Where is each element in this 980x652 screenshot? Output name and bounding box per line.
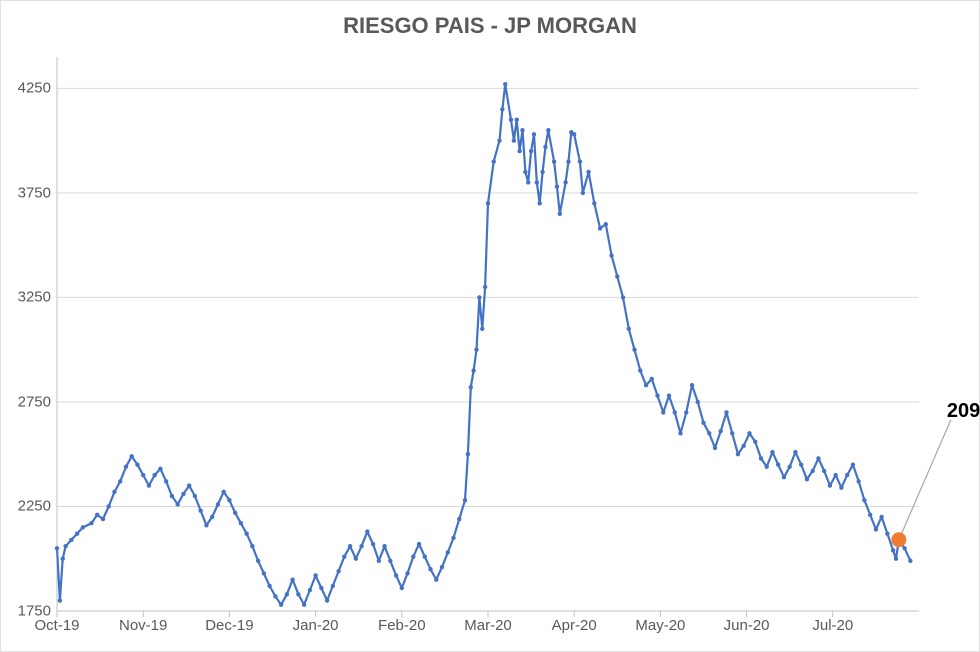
chart-container: RIESGO PAIS - JP MORGAN 1750225027503250… [0,0,980,652]
callout-marker [891,532,906,547]
y-tick-label: 4250 [18,80,57,97]
y-tick-label: 3250 [18,289,57,306]
x-tick-label: May-20 [635,617,685,634]
callout-label: 2091 [947,400,980,423]
x-tick-label: Nov-19 [119,617,167,634]
x-tick-label: Feb-20 [378,617,426,634]
y-tick-label: 3750 [18,184,57,201]
x-tick-label: Apr-20 [552,617,597,634]
x-tick-label: Jan-20 [293,617,339,634]
plot-area: 175022502750325037504250Oct-19Nov-19Dec-… [57,57,919,611]
x-tick-label: Dec-19 [205,617,253,634]
y-tick-label: 2750 [18,393,57,410]
chart-title: RIESGO PAIS - JP MORGAN [1,13,979,39]
chart-svg [57,57,919,611]
x-tick-label: Jul-20 [812,617,853,634]
x-tick-label: Mar-20 [464,617,512,634]
x-tick-label: Jun-20 [724,617,770,634]
x-tick-label: Oct-19 [34,617,79,634]
y-tick-label: 2250 [18,498,57,515]
